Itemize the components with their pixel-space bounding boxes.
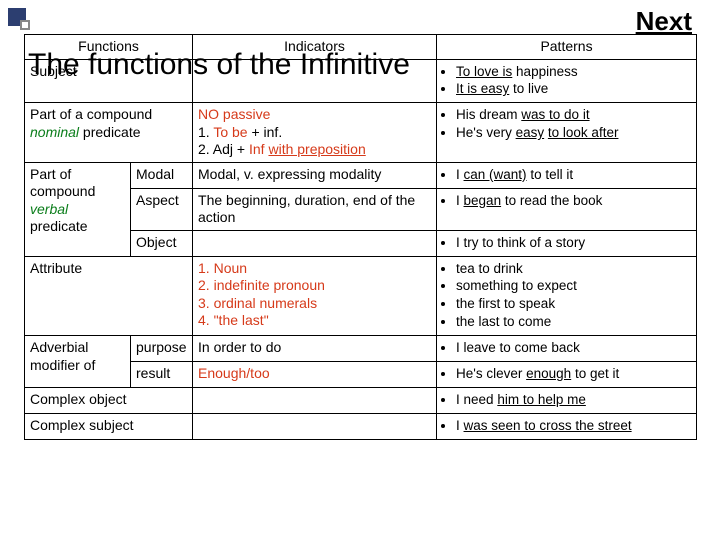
row-complex-subject: Complex subject I was seen to cross the … — [25, 413, 697, 439]
pat-subject: To love is happiness It is easy to live — [437, 59, 697, 103]
func-nominal: Part of a compound nominal predicate — [25, 103, 193, 163]
func-subject: Subject — [25, 59, 193, 103]
pat-object: I try to think of a story — [437, 230, 697, 256]
pat-purpose: I leave to come back — [437, 336, 697, 362]
pat-modal: I can (want) to tell it — [437, 162, 697, 188]
row-attribute: Attribute 1. Noun 2. indefinite pronoun … — [25, 256, 697, 336]
func-verbal: Part of compound verbal predicate — [25, 162, 131, 256]
ind-nominal: NO passive 1. To be + inf. 2. Adj + Inf … — [193, 103, 437, 163]
row-verbal-modal: Part of compound verbal predicate Modal … — [25, 162, 697, 188]
sub-object: Object — [131, 230, 193, 256]
ind-csubj — [193, 413, 437, 439]
row-nominal: Part of a compound nominal predicate NO … — [25, 103, 697, 163]
next-link[interactable]: Next — [636, 6, 692, 37]
row-complex-object: Complex object I need him to help me — [25, 387, 697, 413]
func-cobj: Complex object — [25, 387, 193, 413]
corner-decoration — [8, 8, 42, 36]
infinitive-functions-table: Functions Indicators Patterns Subject To… — [24, 34, 696, 440]
pat-csubj: I was seen to cross the street — [437, 413, 697, 439]
func-csubj: Complex subject — [25, 413, 193, 439]
ind-modal: Modal, v. expressing modality — [193, 162, 437, 188]
ind-attribute: 1. Noun 2. indefinite pronoun 3. ordinal… — [193, 256, 437, 336]
pat-aspect: I began to read the book — [437, 188, 697, 230]
pat-result: He's clever enough to get it — [437, 361, 697, 387]
func-adverbial: Adverbial modifier of — [25, 336, 131, 388]
table-header-row: Functions Indicators Patterns — [25, 35, 697, 60]
ind-purpose: In order to do — [193, 336, 437, 362]
row-subject: Subject To love is happiness It is easy … — [25, 59, 697, 103]
ind-cobj — [193, 387, 437, 413]
sub-result: result — [131, 361, 193, 387]
col-head-indicators: Indicators — [193, 35, 437, 60]
ind-subject — [193, 59, 437, 103]
ind-object — [193, 230, 437, 256]
col-head-patterns: Patterns — [437, 35, 697, 60]
row-adv-purpose: Adverbial modifier of purpose In order t… — [25, 336, 697, 362]
col-head-functions: Functions — [25, 35, 193, 60]
ind-aspect: The beginning, duration, end of the acti… — [193, 188, 437, 230]
ind-result: Enough/too — [193, 361, 437, 387]
pat-attribute: tea to drink something to expect the fir… — [437, 256, 697, 336]
sub-aspect: Aspect — [131, 188, 193, 230]
sub-purpose: purpose — [131, 336, 193, 362]
sub-modal: Modal — [131, 162, 193, 188]
pat-cobj: I need him to help me — [437, 387, 697, 413]
func-attribute: Attribute — [25, 256, 193, 336]
pat-nominal: His dream was to do it He's very easy to… — [437, 103, 697, 163]
